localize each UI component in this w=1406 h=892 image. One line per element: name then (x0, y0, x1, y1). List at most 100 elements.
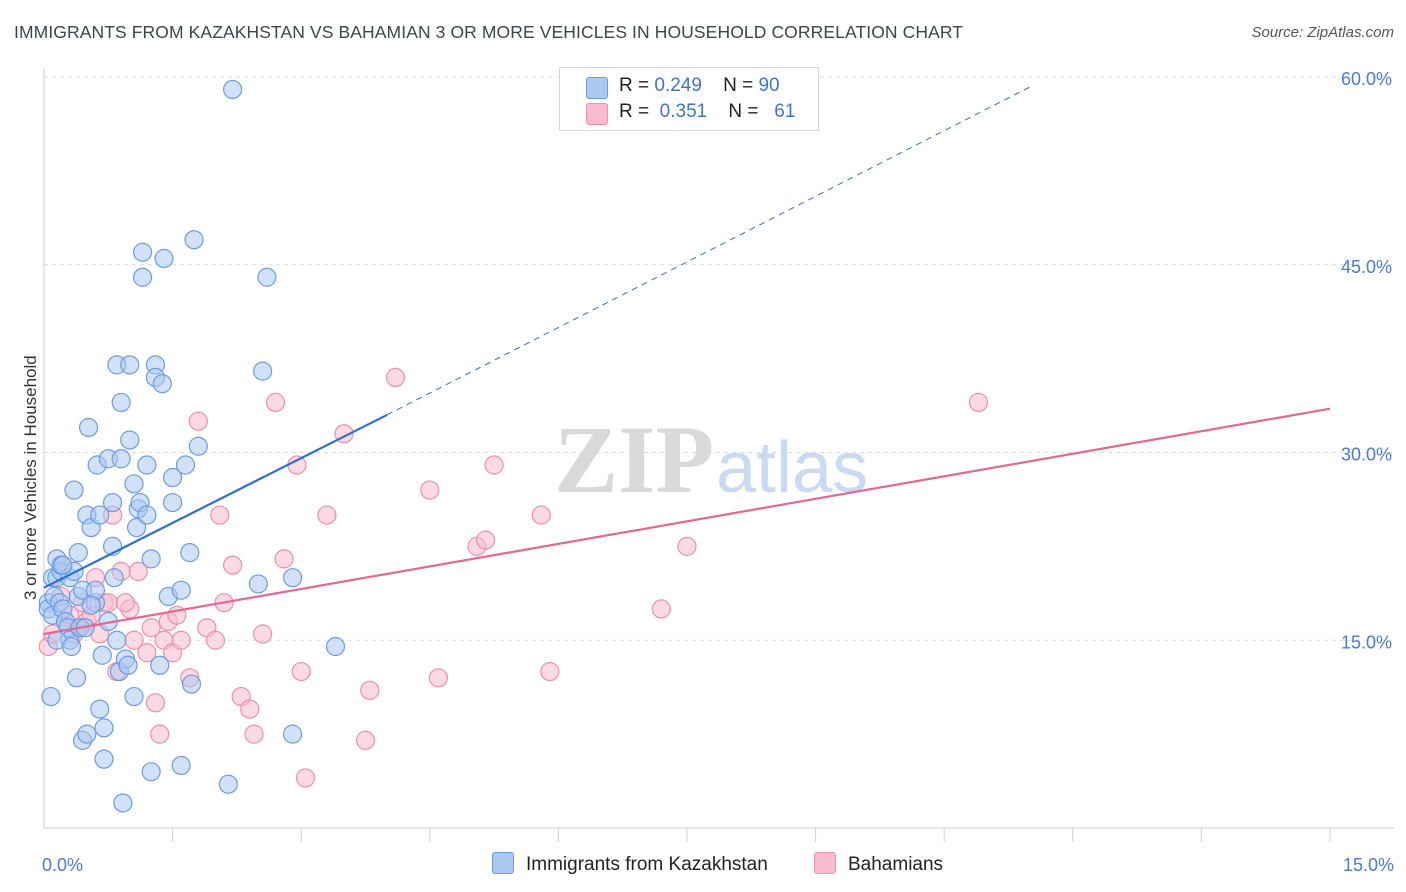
kazakhstan-point (175, 455, 196, 475)
kazakhstan-point (77, 724, 97, 744)
bahamians-point (150, 724, 170, 744)
bahamians-point (188, 411, 208, 431)
bahamians-point (291, 661, 311, 682)
kazakhstan-point (137, 505, 157, 525)
y-tick-label: 60.0% (1341, 69, 1392, 89)
bahamians-point (428, 668, 448, 688)
bottom-legend-swatch-bahamians (814, 852, 836, 874)
kazakhstan-point (181, 674, 202, 694)
kazakhstan-point (68, 543, 88, 563)
kazakhstan-point (111, 449, 131, 469)
kazakhstan-point (90, 505, 110, 525)
kazakhstan-point (126, 517, 147, 538)
legend-swatch-bahamians (586, 103, 608, 125)
bahamians-point (677, 536, 697, 556)
bahamians-point (355, 730, 376, 750)
kazakhstan-point (171, 755, 191, 776)
bahamians-point (385, 367, 406, 387)
kazakhstan-point (163, 492, 183, 513)
bahamians-point (420, 480, 440, 500)
y-axis-label: 3 or more Vehicles in Household (21, 355, 40, 600)
kazakhstan-point (223, 79, 243, 100)
bahamians-point (141, 618, 161, 638)
bottom-legend-bahamians: Bahamians (814, 852, 943, 876)
kazakhstan-point (107, 630, 127, 650)
legend-r-label: R = (619, 75, 650, 96)
legend-n-value: 90 (758, 75, 780, 96)
bottom-legend-label-kazakhstan: Immigrants from Kazakhstan (526, 854, 768, 875)
kazakhstan-point (257, 267, 277, 287)
kazakhstan-point (171, 580, 191, 600)
bahamians-point (137, 643, 157, 663)
kazakhstan-point (53, 555, 73, 575)
kazakhstan-point (64, 480, 84, 500)
kazakhstan-point (218, 774, 238, 794)
bahamians-point (115, 593, 136, 613)
kazakhstan-point (41, 686, 61, 707)
kazakhstan-point (78, 417, 99, 438)
bahamians-point (240, 699, 260, 719)
bahamians-point (475, 530, 496, 550)
kazakhstan-point (120, 355, 140, 375)
kazakhstan-point (137, 455, 157, 475)
kazakhstan-point (102, 492, 123, 513)
trend-lines (43, 86, 1331, 636)
x-tick-label-max: 15.0% (1343, 855, 1394, 875)
legend-n-value: 61 (774, 101, 796, 122)
bahamians-point (265, 392, 286, 413)
bahamians-point (484, 455, 504, 475)
kazakhstan-point (66, 668, 87, 688)
kazakhstan-point (124, 686, 144, 707)
kazakhstan-point (283, 724, 303, 744)
kazakhstan-point (61, 636, 82, 657)
y-tick-label: 45.0% (1341, 257, 1392, 277)
y-axis-ticks: 15.0% 30.0% 45.0% 60.0% (1341, 69, 1392, 652)
kazakhstan-point (163, 467, 183, 488)
chart-title: IMMIGRANTS FROM KAZAKHSTAN VS BAHAMIAN 3… (14, 22, 964, 42)
bahamians-point (317, 505, 337, 525)
bahamians-point (360, 680, 380, 700)
gridlines (44, 76, 1394, 641)
bahamians-point (210, 505, 230, 525)
legend-n-label: N = (728, 101, 759, 122)
legend-r-value: 0.249 (654, 75, 702, 96)
kazakhstan-point (111, 392, 131, 413)
kazakhstan-point (94, 718, 114, 738)
kazakhstan-point (283, 568, 303, 588)
source-label: Source: ZipAtlas.com (1251, 24, 1394, 41)
bahamians-points (38, 367, 989, 788)
kazakhstan-points (38, 79, 346, 813)
x-axis-ticks (172, 828, 1331, 842)
kazakhstan-point (154, 248, 174, 269)
watermark-atlas: atlas (716, 428, 868, 508)
bottom-legend-kazakhstan: Immigrants from Kazakhstan (492, 852, 768, 876)
kazakhstan-trend-line (43, 413, 388, 589)
kazakhstan-point (188, 436, 208, 456)
bahamians-point (223, 555, 243, 575)
bahamians-point (244, 724, 264, 744)
y-tick-label: 30.0% (1341, 445, 1392, 465)
kazakhstan-point (253, 361, 273, 381)
bahamians-point (651, 599, 671, 619)
kazakhstan-trend-extension (386, 86, 1031, 416)
kazakhstan-point (132, 242, 153, 262)
kazakhstan-point (325, 636, 346, 657)
bahamians-point (171, 630, 191, 650)
kazakhstan-point (81, 595, 101, 615)
kazakhstan-point (141, 549, 161, 569)
kazakhstan-point (113, 793, 133, 813)
kazakhstan-point (124, 474, 144, 494)
legend-r-label: R = (619, 101, 650, 122)
kazakhstan-point (141, 762, 161, 782)
bahamians-point (128, 561, 148, 582)
kazakhstan-point (104, 568, 124, 588)
bahamians-point (531, 505, 551, 525)
bahamians-point (540, 661, 560, 682)
kazakhstan-point (120, 430, 140, 450)
kazakhstan-point (150, 655, 170, 675)
bottom-legend-swatch-kazakhstan (492, 852, 514, 874)
kazakhstan-point (118, 655, 138, 675)
correlation-legend: R = 0.249 N = 90 R = 0.351 N = 61 (559, 67, 819, 131)
bottom-legend-label-bahamians: Bahamians (848, 854, 944, 875)
